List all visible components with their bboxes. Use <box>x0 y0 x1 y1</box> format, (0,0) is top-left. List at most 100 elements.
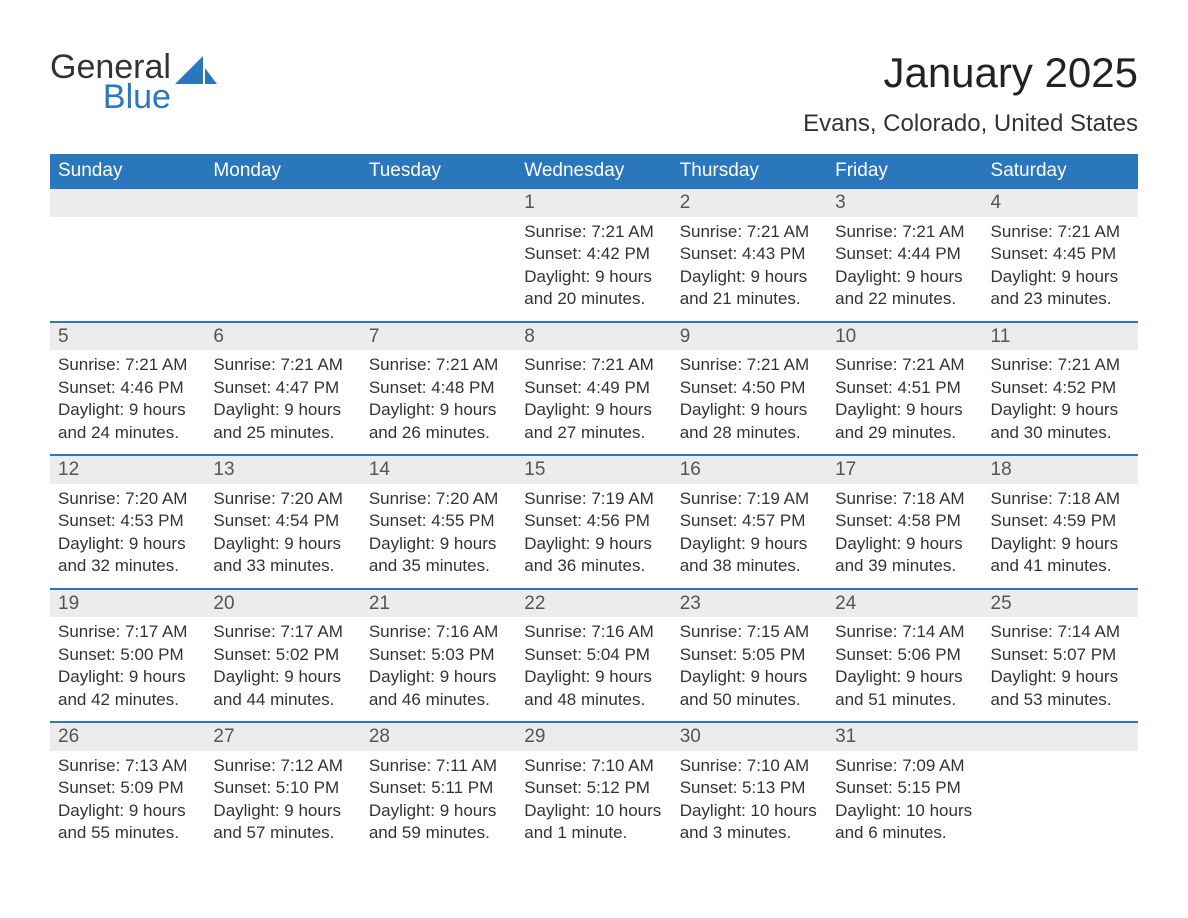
weekday-header: Wednesday <box>516 154 671 189</box>
sunrise-text: Sunrise: 7:21 AM <box>991 221 1130 243</box>
dl2-text: and 25 minutes. <box>213 422 352 444</box>
day-details: Sunrise: 7:18 AMSunset: 4:58 PMDaylight:… <box>827 484 982 588</box>
dl2-text: and 46 minutes. <box>369 689 508 711</box>
sunset-text: Sunset: 4:54 PM <box>213 510 352 532</box>
dl1-text: Daylight: 10 hours <box>524 800 663 822</box>
sunset-text: Sunset: 4:44 PM <box>835 243 974 265</box>
day-details: Sunrise: 7:15 AMSunset: 5:05 PMDaylight:… <box>672 617 827 721</box>
title-block: January 2025 Evans, Colorado, United Sta… <box>803 50 1138 148</box>
sunset-text: Sunset: 4:58 PM <box>835 510 974 532</box>
day-number: 7 <box>361 323 516 351</box>
day-number: 20 <box>205 590 360 618</box>
sunset-text: Sunset: 5:15 PM <box>835 777 974 799</box>
day-details: Sunrise: 7:21 AMSunset: 4:42 PMDaylight:… <box>516 217 671 321</box>
sunrise-text: Sunrise: 7:18 AM <box>991 488 1130 510</box>
calendar-day-cell: 1Sunrise: 7:21 AMSunset: 4:42 PMDaylight… <box>516 189 671 322</box>
day-number: 10 <box>827 323 982 351</box>
dl2-text: and 41 minutes. <box>991 555 1130 577</box>
day-number: 16 <box>672 456 827 484</box>
calendar-day-cell: 23Sunrise: 7:15 AMSunset: 5:05 PMDayligh… <box>672 589 827 723</box>
dl1-text: Daylight: 9 hours <box>991 666 1130 688</box>
sunrise-text: Sunrise: 7:20 AM <box>369 488 508 510</box>
sunrise-text: Sunrise: 7:21 AM <box>213 354 352 376</box>
day-number: 15 <box>516 456 671 484</box>
dl1-text: Daylight: 9 hours <box>58 666 197 688</box>
dl2-text: and 35 minutes. <box>369 555 508 577</box>
dl2-text: and 51 minutes. <box>835 689 974 711</box>
day-details: Sunrise: 7:21 AMSunset: 4:47 PMDaylight:… <box>205 350 360 454</box>
day-number: . <box>361 189 516 217</box>
weekday-header: Friday <box>827 154 982 189</box>
sunset-text: Sunset: 5:13 PM <box>680 777 819 799</box>
sunrise-text: Sunrise: 7:17 AM <box>58 621 197 643</box>
dl1-text: Daylight: 9 hours <box>524 399 663 421</box>
sunrise-text: Sunrise: 7:21 AM <box>835 221 974 243</box>
day-number: 3 <box>827 189 982 217</box>
sunset-text: Sunset: 4:52 PM <box>991 377 1130 399</box>
day-number: 19 <box>50 590 205 618</box>
day-number: . <box>50 189 205 217</box>
calendar-body: ...1Sunrise: 7:21 AMSunset: 4:42 PMDayli… <box>50 189 1138 855</box>
dl1-text: Daylight: 9 hours <box>369 533 508 555</box>
sunset-text: Sunset: 4:51 PM <box>835 377 974 399</box>
page-header: General Blue January 2025 Evans, Colorad… <box>50 50 1138 148</box>
dl1-text: Daylight: 9 hours <box>835 266 974 288</box>
sunset-text: Sunset: 5:04 PM <box>524 644 663 666</box>
dl1-text: Daylight: 9 hours <box>213 800 352 822</box>
day-details: Sunrise: 7:10 AMSunset: 5:12 PMDaylight:… <box>516 751 671 855</box>
day-number: 28 <box>361 723 516 751</box>
dl2-text: and 27 minutes. <box>524 422 663 444</box>
dl2-text: and 30 minutes. <box>991 422 1130 444</box>
calendar-day-cell: 9Sunrise: 7:21 AMSunset: 4:50 PMDaylight… <box>672 322 827 456</box>
calendar-day-cell: 27Sunrise: 7:12 AMSunset: 5:10 PMDayligh… <box>205 722 360 855</box>
dl2-text: and 59 minutes. <box>369 822 508 844</box>
day-details: Sunrise: 7:21 AMSunset: 4:43 PMDaylight:… <box>672 217 827 321</box>
dl1-text: Daylight: 9 hours <box>680 266 819 288</box>
sunrise-text: Sunrise: 7:17 AM <box>213 621 352 643</box>
day-details: Sunrise: 7:21 AMSunset: 4:52 PMDaylight:… <box>983 350 1138 454</box>
sunset-text: Sunset: 5:06 PM <box>835 644 974 666</box>
day-details: Sunrise: 7:20 AMSunset: 4:55 PMDaylight:… <box>361 484 516 588</box>
calendar-table: Sunday Monday Tuesday Wednesday Thursday… <box>50 154 1138 855</box>
day-details: Sunrise: 7:13 AMSunset: 5:09 PMDaylight:… <box>50 751 205 855</box>
dl1-text: Daylight: 9 hours <box>835 399 974 421</box>
day-details: Sunrise: 7:18 AMSunset: 4:59 PMDaylight:… <box>983 484 1138 588</box>
dl1-text: Daylight: 9 hours <box>369 800 508 822</box>
day-number: 1 <box>516 189 671 217</box>
sunrise-text: Sunrise: 7:21 AM <box>369 354 508 376</box>
day-details: Sunrise: 7:21 AMSunset: 4:46 PMDaylight:… <box>50 350 205 454</box>
day-details: Sunrise: 7:20 AMSunset: 4:54 PMDaylight:… <box>205 484 360 588</box>
sunset-text: Sunset: 5:05 PM <box>680 644 819 666</box>
day-number: 8 <box>516 323 671 351</box>
calendar-day-cell: 14Sunrise: 7:20 AMSunset: 4:55 PMDayligh… <box>361 455 516 589</box>
dl2-text: and 29 minutes. <box>835 422 974 444</box>
sunset-text: Sunset: 5:09 PM <box>58 777 197 799</box>
day-details: Sunrise: 7:16 AMSunset: 5:04 PMDaylight:… <box>516 617 671 721</box>
day-number: . <box>205 189 360 217</box>
day-number: 13 <box>205 456 360 484</box>
weekday-header: Tuesday <box>361 154 516 189</box>
calendar-day-cell: 11Sunrise: 7:21 AMSunset: 4:52 PMDayligh… <box>983 322 1138 456</box>
dl2-text: and 32 minutes. <box>58 555 197 577</box>
day-number: 21 <box>361 590 516 618</box>
dl1-text: Daylight: 9 hours <box>213 533 352 555</box>
sunset-text: Sunset: 4:55 PM <box>369 510 508 532</box>
calendar-day-cell: 25Sunrise: 7:14 AMSunset: 5:07 PMDayligh… <box>983 589 1138 723</box>
calendar-day-cell: 19Sunrise: 7:17 AMSunset: 5:00 PMDayligh… <box>50 589 205 723</box>
sunset-text: Sunset: 5:02 PM <box>213 644 352 666</box>
sunrise-text: Sunrise: 7:21 AM <box>524 221 663 243</box>
brand-text: General Blue <box>50 50 171 115</box>
dl2-text: and 48 minutes. <box>524 689 663 711</box>
calendar-week-row: 26Sunrise: 7:13 AMSunset: 5:09 PMDayligh… <box>50 722 1138 855</box>
day-details: Sunrise: 7:21 AMSunset: 4:45 PMDaylight:… <box>983 217 1138 321</box>
day-number: 5 <box>50 323 205 351</box>
sunrise-text: Sunrise: 7:09 AM <box>835 755 974 777</box>
sunrise-text: Sunrise: 7:14 AM <box>991 621 1130 643</box>
dl2-text: and 21 minutes. <box>680 288 819 310</box>
day-number: 30 <box>672 723 827 751</box>
calendar-day-cell: 31Sunrise: 7:09 AMSunset: 5:15 PMDayligh… <box>827 722 982 855</box>
day-details: Sunrise: 7:20 AMSunset: 4:53 PMDaylight:… <box>50 484 205 588</box>
calendar-day-cell: 12Sunrise: 7:20 AMSunset: 4:53 PMDayligh… <box>50 455 205 589</box>
calendar-day-cell: 8Sunrise: 7:21 AMSunset: 4:49 PMDaylight… <box>516 322 671 456</box>
sunset-text: Sunset: 4:49 PM <box>524 377 663 399</box>
